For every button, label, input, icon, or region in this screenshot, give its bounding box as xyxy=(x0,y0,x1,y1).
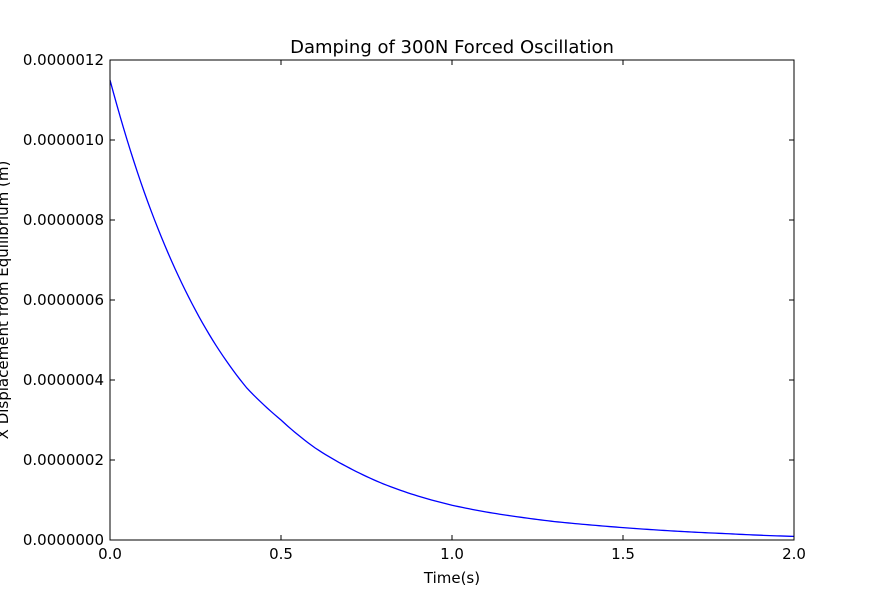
plot-area-frame xyxy=(109,59,795,541)
chart-title: Damping of 300N Forced Oscillation xyxy=(290,37,614,58)
y-tick-label: 0.0000006 xyxy=(23,291,104,309)
y-axis-ticks: 0.0000000 0.0000002 0.0000004 0.0000006 0.00… xyxy=(23,51,794,549)
y-tick-label: 0.0000002 xyxy=(23,451,104,469)
y-tick-label: 0.0000008 xyxy=(23,211,104,229)
x-tick-label: 1.0 xyxy=(440,545,464,563)
x-tick-label: 0.0 xyxy=(98,545,122,563)
x-axis-ticks: 0.0 0.5 1.0 1.5 2.0 xyxy=(98,60,806,563)
y-axis-label: X Displacement from Equilibrium (m) xyxy=(0,161,12,440)
y-tick-label: 0.0000012 xyxy=(23,51,104,69)
y-tick-label: 0.0000010 xyxy=(23,131,104,149)
series-line xyxy=(109,79,795,538)
y-tick-label: 0.0000004 xyxy=(23,371,104,389)
x-tick-label: 0.5 xyxy=(269,545,293,563)
x-tick-label: 2.0 xyxy=(782,545,806,563)
x-tick-label: 1.5 xyxy=(611,545,635,563)
x-axis-label: Time(s) xyxy=(423,569,480,587)
y-tick-label: 0.0000000 xyxy=(23,531,104,549)
